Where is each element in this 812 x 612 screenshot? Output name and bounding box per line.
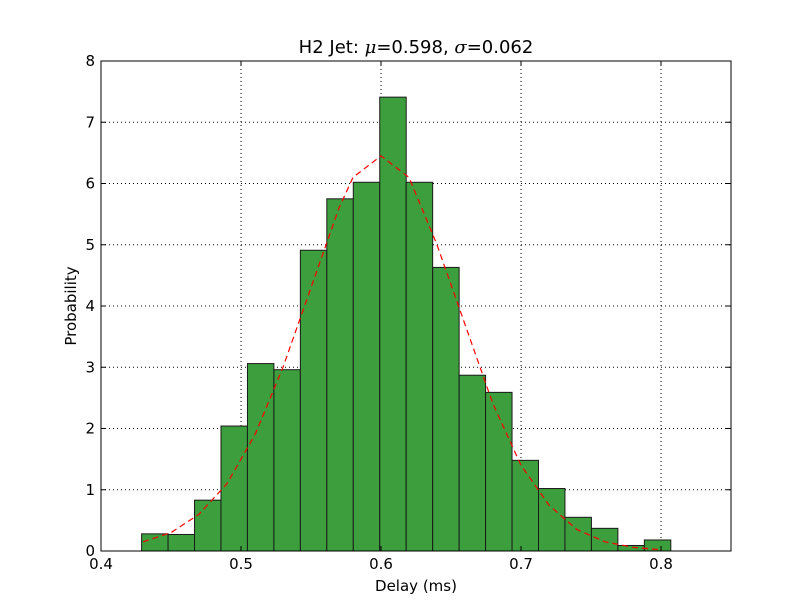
- histogram-bar: [352, 181, 381, 552]
- histogram-bar: [617, 544, 645, 552]
- fit-curve-line: [142, 155, 662, 551]
- y-axis-label: Probability: [62, 266, 80, 345]
- histogram-bar: [379, 96, 407, 552]
- histogram-bar: [141, 533, 169, 552]
- histogram-bar: [432, 266, 460, 552]
- grid-layer: [101, 61, 731, 551]
- x-axis-label: Delay (ms): [375, 577, 457, 595]
- title-sigma-value: =0.062: [467, 37, 534, 58]
- y-tick-label: 5: [85, 236, 95, 254]
- histogram-bar: [167, 533, 196, 552]
- histogram-bar: [405, 181, 434, 552]
- bars-layer: [141, 96, 672, 552]
- title-mu-value: =0.598: [376, 37, 443, 58]
- chart-title: H2 Jet: μ=0.598, σ=0.062: [299, 37, 534, 58]
- fit-layer: [142, 155, 662, 551]
- y-tick-label: 7: [85, 113, 95, 131]
- x-tick-label: 0.6: [369, 555, 393, 573]
- histogram-bar: [326, 198, 354, 552]
- x-tick-label: 0.8: [649, 555, 673, 573]
- histogram-bar: [590, 527, 619, 552]
- histogram-bar: [538, 488, 566, 552]
- y-tick-label: 1: [85, 481, 95, 499]
- histogram-bar: [220, 425, 248, 552]
- y-tick-label: 4: [85, 297, 95, 315]
- title-mu-symbol: μ: [365, 37, 377, 58]
- histogram-bar: [299, 249, 328, 552]
- histogram-bar: [246, 363, 275, 552]
- y-tick-label: 6: [85, 175, 95, 193]
- y-tick-label: 3: [85, 358, 95, 376]
- histogram-bar: [194, 499, 222, 552]
- y-tick-label: 2: [85, 420, 95, 438]
- x-tick-label: 0.4: [89, 555, 113, 573]
- histogram-bar: [458, 374, 487, 552]
- x-tick-label: 0.5: [229, 555, 253, 573]
- y-tick-label: 8: [85, 52, 95, 70]
- title-separator: ,: [443, 37, 454, 58]
- title-sigma-symbol: σ: [454, 37, 467, 58]
- ticks-layer: 0.4 0.5 0.6 0.7 0.8 0 1 2 3 4 5 6 7 8: [85, 52, 731, 573]
- x-tick-label: 0.7: [509, 555, 533, 573]
- histogram-bar: [273, 369, 301, 552]
- y-tick-label: 0: [85, 542, 95, 560]
- histogram-bar: [511, 459, 539, 552]
- title-prefix: H2 Jet:: [299, 37, 365, 58]
